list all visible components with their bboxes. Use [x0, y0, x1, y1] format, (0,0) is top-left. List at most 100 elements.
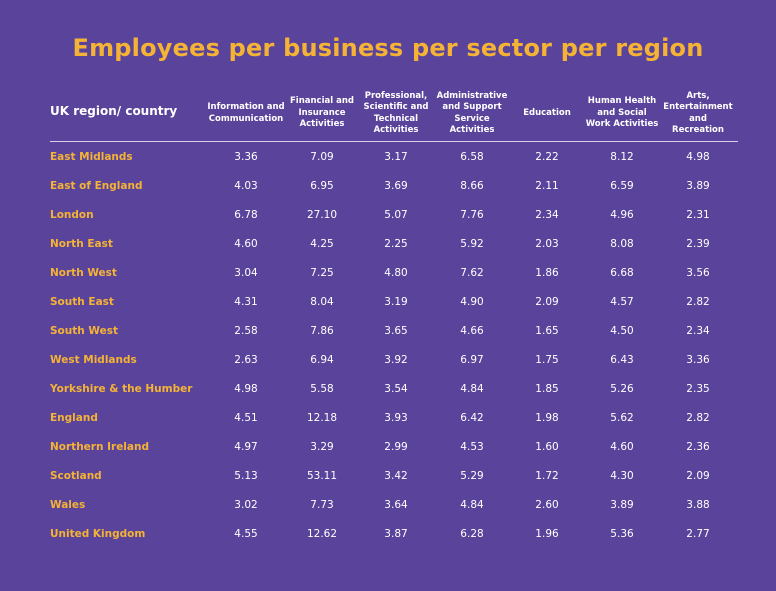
table-cell: 2.03 — [535, 238, 559, 250]
table-cell: 2.36 — [686, 441, 710, 453]
table-cell: 7.73 — [310, 499, 334, 511]
table-body: East Midlands 3.36 7.09 3.17 6.58 2.22 8.12 4.9… — [50, 143, 738, 549]
table-row: South East 4.31 8.04 3.19 4.90 2.09 4.57 2.82 — [50, 288, 738, 317]
table-cell: 4.60 — [234, 238, 258, 250]
region-label: Yorkshire & the Humber — [50, 383, 193, 395]
table-cell: 4.97 — [234, 441, 258, 453]
table-cell: 3.89 — [686, 180, 710, 192]
table-cell: 3.17 — [384, 151, 408, 163]
table-cell: 3.54 — [384, 383, 408, 395]
table-cell: 3.65 — [384, 325, 408, 337]
column-header: Arts, Entertainment and Recreation — [663, 90, 733, 135]
table-cell: 4.53 — [460, 441, 484, 453]
table-cell: 4.30 — [610, 470, 634, 482]
table-cell: 3.02 — [234, 499, 258, 511]
table-cell: 2.82 — [686, 296, 710, 308]
table-cell: 1.85 — [535, 383, 559, 395]
table-cell: 3.88 — [686, 499, 710, 511]
table-cell: 7.86 — [310, 325, 334, 337]
table-row: North East 4.60 4.25 2.25 5.92 2.03 8.08 2.39 — [50, 230, 738, 259]
region-label: England — [50, 412, 98, 424]
table-cell: 5.92 — [460, 238, 484, 250]
table-header-row: UK region/ country Information and Commu… — [50, 86, 738, 142]
table-cell: 3.29 — [310, 441, 334, 453]
table-cell: 3.92 — [384, 354, 408, 366]
table-cell: 2.39 — [686, 238, 710, 250]
row-header-label: UK region/ country — [50, 104, 178, 118]
region-label: North East — [50, 238, 113, 250]
table-cell: 12.62 — [306, 528, 338, 540]
table-cell: 8.04 — [310, 296, 334, 308]
table-cell: 2.63 — [234, 354, 258, 366]
region-label: South West — [50, 325, 118, 337]
column-header: Education — [523, 107, 571, 118]
table-cell: 4.98 — [234, 383, 258, 395]
table-cell: 5.58 — [310, 383, 334, 395]
table-row: England 4.51 12.18 3.93 6.42 1.98 5.62 2.82 — [50, 404, 738, 433]
table-cell: 1.96 — [535, 528, 559, 540]
column-header: Information and Communication — [207, 102, 285, 124]
table-cell: 5.13 — [234, 470, 258, 482]
table-cell: 5.29 — [460, 470, 484, 482]
table-cell: 4.84 — [460, 499, 484, 511]
table-cell: 3.87 — [384, 528, 408, 540]
region-label: Scotland — [50, 470, 102, 482]
table-cell: 4.90 — [460, 296, 484, 308]
table-cell: 2.09 — [535, 296, 559, 308]
table-cell: 6.78 — [234, 209, 258, 221]
table-cell: 6.58 — [460, 151, 484, 163]
table-cell: 6.97 — [460, 354, 484, 366]
table-cell: 1.98 — [535, 412, 559, 424]
table-cell: 3.36 — [686, 354, 710, 366]
region-label: North West — [50, 267, 117, 279]
table-row: Scotland 5.13 53.11 3.42 5.29 1.72 4.30 2.09 — [50, 462, 738, 491]
table-cell: 2.60 — [535, 499, 559, 511]
region-label: South East — [50, 296, 114, 308]
table-cell: 4.03 — [234, 180, 258, 192]
table-row: Northern Ireland 4.97 3.29 2.99 4.53 1.60 4.60… — [50, 433, 738, 462]
table-cell: 7.76 — [460, 209, 484, 221]
table-cell: 7.62 — [460, 267, 484, 279]
table-cell: 53.11 — [306, 470, 338, 482]
table-cell: 6.28 — [460, 528, 484, 540]
table-cell: 2.77 — [686, 528, 710, 540]
table-row: East Midlands 3.36 7.09 3.17 6.58 2.22 8.12 4.9… — [50, 143, 738, 172]
table-cell: 6.68 — [610, 267, 634, 279]
table-cell: 4.50 — [610, 325, 634, 337]
region-label: United Kingdom — [50, 528, 146, 540]
table-row: East of England 4.03 6.95 3.69 8.66 2.11 6.59 3… — [50, 172, 738, 201]
table-row: Yorkshire & the Humber 4.98 5.58 3.54 4.84 1.… — [50, 375, 738, 404]
table-cell: 8.66 — [460, 180, 484, 192]
table-cell: 3.89 — [610, 499, 634, 511]
region-label: West Midlands — [50, 354, 137, 366]
table-cell: 5.36 — [610, 528, 634, 540]
table-cell: 6.42 — [460, 412, 484, 424]
table-cell: 7.09 — [310, 151, 334, 163]
table-cell: 4.80 — [384, 267, 408, 279]
table-cell: 27.10 — [306, 209, 338, 221]
table-row: Wales 3.02 7.73 3.64 4.84 2.60 3.89 3.88 — [50, 491, 738, 520]
table-cell: 2.25 — [384, 238, 408, 250]
table-row: North West 3.04 7.25 4.80 7.62 1.86 6.68 3.56 — [50, 259, 738, 288]
table-cell: 12.18 — [306, 412, 338, 424]
table-cell: 1.86 — [535, 267, 559, 279]
table-cell: 5.62 — [610, 412, 634, 424]
table-cell: 2.58 — [234, 325, 258, 337]
table-cell: 3.04 — [234, 267, 258, 279]
table-cell: 6.94 — [310, 354, 334, 366]
table-cell: 2.22 — [535, 151, 559, 163]
table-row: West Midlands 2.63 6.94 3.92 6.97 1.75 6.43 3.3… — [50, 346, 738, 375]
region-label: East of England — [50, 180, 143, 192]
table-row: South West 2.58 7.86 3.65 4.66 1.65 4.50 2.34 — [50, 317, 738, 346]
table-cell: 6.43 — [610, 354, 634, 366]
table-cell: 2.82 — [686, 412, 710, 424]
page-title: Employees per business per sector per re… — [72, 34, 704, 62]
table-cell: 2.11 — [535, 180, 559, 192]
table-cell: 3.93 — [384, 412, 408, 424]
table-cell: 8.12 — [610, 151, 634, 163]
table-row: United Kingdom 4.55 12.62 3.87 6.28 1.96 5.36 2… — [50, 520, 738, 549]
table-cell: 5.26 — [610, 383, 634, 395]
region-label: Wales — [50, 499, 86, 511]
table-cell: 1.65 — [535, 325, 559, 337]
table-cell: 4.57 — [610, 296, 634, 308]
